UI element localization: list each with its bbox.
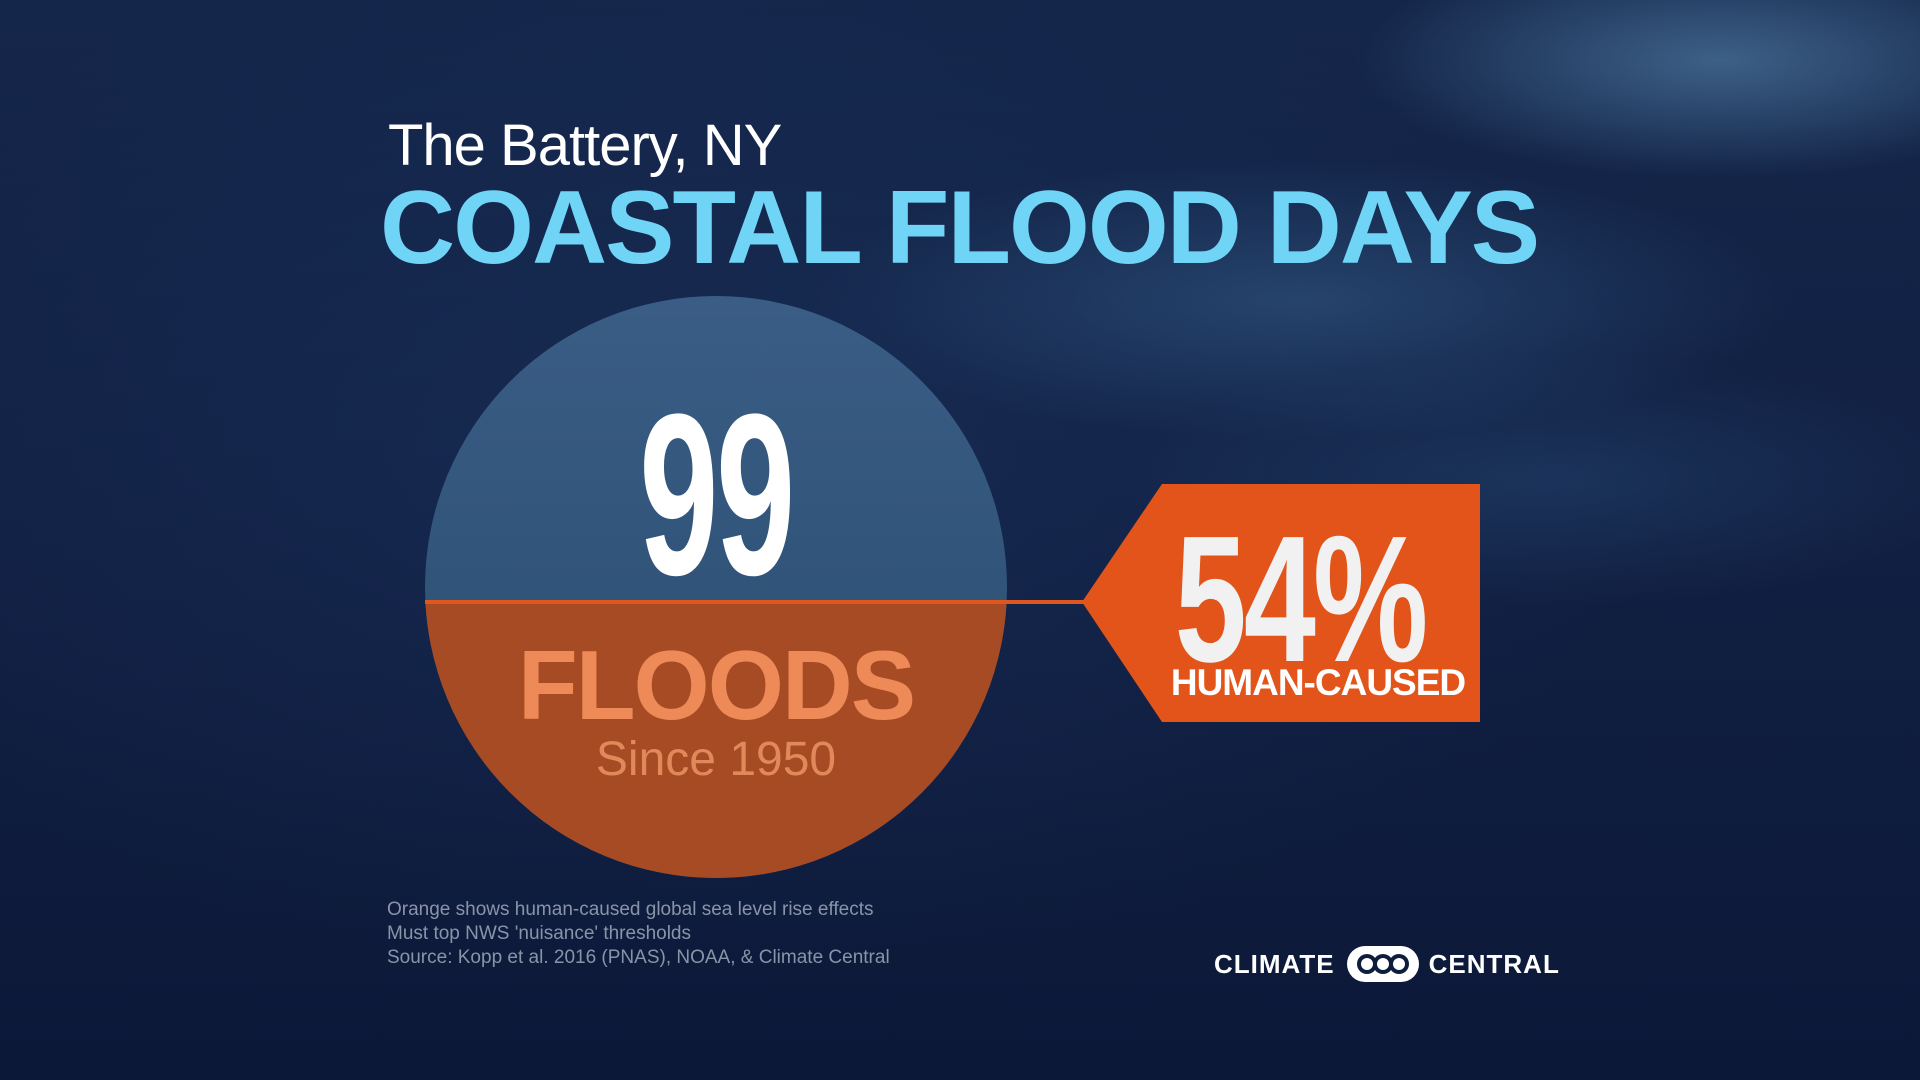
footnote-line: Source: Kopp et al. 2016 (PNAS), NOAA, &… (387, 947, 890, 968)
logo-text-left: CLIMATE (1214, 948, 1335, 979)
flood-count: 99 (639, 366, 795, 603)
count-wrapper: 99 (0, 0, 1432, 603)
footnote-line: Must top NWS 'nuisance' thresholds (387, 923, 691, 944)
badge-shape (1082, 484, 1480, 722)
footnotes: Orange shows human-caused global sea lev… (387, 898, 890, 970)
floods-label: FLOODS (517, 630, 916, 740)
footnote-line: Orange shows human-caused global sea lev… (387, 899, 874, 920)
human-caused-fill (425, 602, 1007, 878)
connector-line (425, 600, 1085, 604)
percent-value: 54% (1174, 499, 1429, 700)
climate-central-logo: CLIMATE CENTRAL (1214, 940, 1560, 988)
percent-label: HUMAN-CAUSED (1170, 662, 1466, 703)
flood-circle (425, 296, 1007, 878)
climate-central-rings-icon (1346, 946, 1419, 982)
location-subtitle: The Battery, NY (388, 113, 782, 178)
page-title: COASTAL FLOOD DAYS (380, 170, 1540, 286)
logo-text-right: CENTRAL (1428, 948, 1560, 979)
count-clip: 99 (0, 0, 1432, 603)
since-label: Since 1950 (595, 733, 837, 786)
percent-badge (1082, 484, 1480, 722)
